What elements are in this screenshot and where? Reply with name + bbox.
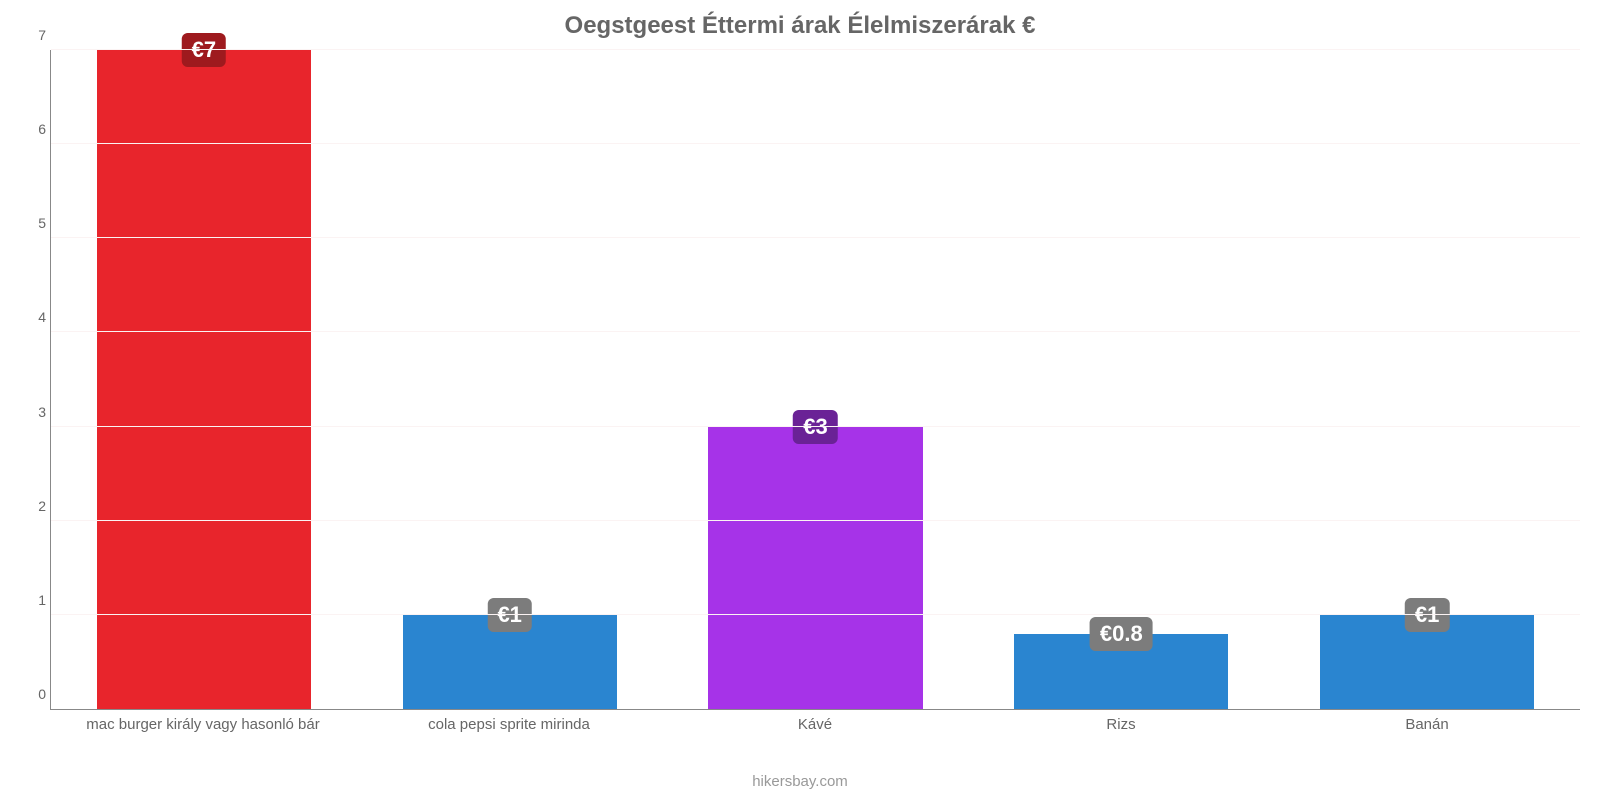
xtick-label: Banán [1274, 710, 1580, 740]
gridline [51, 520, 1580, 521]
bar-slot: €0.8 [968, 50, 1274, 709]
bar [708, 427, 922, 709]
x-axis-labels: mac burger király vagy hasonló bárcola p… [50, 710, 1580, 740]
chart-wrapper: €7 €1 €3 €0.8 €1 mac burger király vagy haso… [20, 50, 1580, 740]
value-badge: €0.8 [1090, 617, 1153, 651]
chart-footer: hikersbay.com [0, 773, 1600, 790]
bar-slot: €1 [357, 50, 663, 709]
bar [97, 50, 311, 709]
plot-area: €7 €1 €3 €0.8 €1 [50, 50, 1580, 710]
ytick-label: 3 [20, 404, 46, 420]
bar-slot: €3 [663, 50, 969, 709]
gridline [51, 143, 1580, 144]
gridline [51, 49, 1580, 50]
ytick-label: 6 [20, 121, 46, 137]
bar-slot: €7 [51, 50, 357, 709]
ytick-label: 5 [20, 215, 46, 231]
xtick-label: Kávé [662, 710, 968, 740]
xtick-label: Rizs [968, 710, 1274, 740]
gridline [51, 426, 1580, 427]
ytick-label: 1 [20, 592, 46, 608]
xtick-label: cola pepsi sprite mirinda [356, 710, 662, 740]
bars-container: €7 €1 €3 €0.8 €1 [51, 50, 1580, 709]
value-badge: €1 [487, 598, 531, 632]
ytick-label: 2 [20, 498, 46, 514]
value-badge: €1 [1405, 598, 1449, 632]
ytick-label: 0 [20, 686, 46, 702]
value-badge: €3 [793, 410, 837, 444]
gridline [51, 614, 1580, 615]
bar-slot: €1 [1274, 50, 1580, 709]
chart-title: Oegstgeest Éttermi árak Élelmiszerárak € [0, 0, 1600, 40]
ytick-label: 4 [20, 309, 46, 325]
gridline [51, 237, 1580, 238]
ytick-label: 7 [20, 27, 46, 43]
gridline [51, 331, 1580, 332]
xtick-label: mac burger király vagy hasonló bár [50, 710, 356, 740]
value-badge: €7 [182, 33, 226, 67]
